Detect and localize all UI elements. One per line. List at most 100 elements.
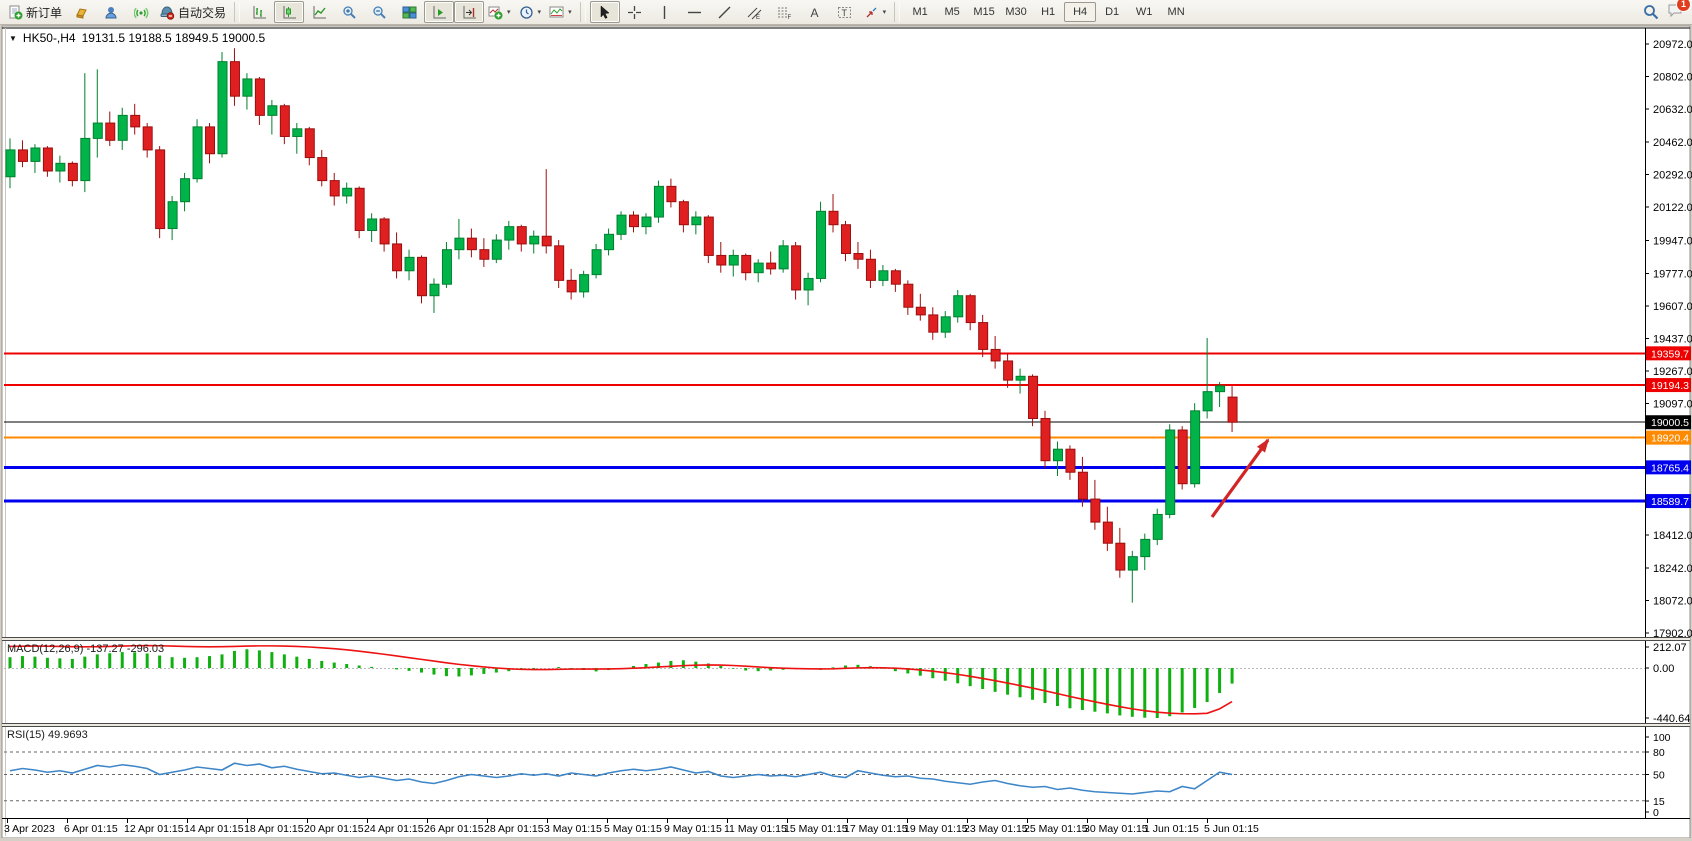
- dropdown-arrow-icon[interactable]: ▾: [568, 9, 572, 16]
- rsi-pane[interactable]: 100 80 50 150: [4, 732, 1671, 819]
- macd-pane[interactable]: 212.07 0.00 -440.64: [4, 642, 1690, 725]
- timeframe-button-m15[interactable]: M15: [973, 6, 995, 18]
- price-tick-label: 20972.0: [1653, 39, 1692, 51]
- signals-button[interactable]: [126, 1, 156, 23]
- candle-body: [367, 218, 378, 231]
- rsi-line: [9, 762, 1233, 795]
- chart-symbol-period: HK50-,H4: [22, 31, 76, 45]
- zoom-in-button[interactable]: [334, 1, 364, 23]
- indicators-button[interactable]: ▾: [484, 1, 515, 23]
- channel-icon: E: [747, 5, 762, 20]
- gold-icon: [74, 5, 89, 20]
- candle-body: [1227, 396, 1238, 423]
- periods-button[interactable]: ▾: [515, 1, 546, 23]
- cursor-icon: [597, 4, 612, 20]
- candle-body: [629, 214, 639, 228]
- chart-ohlc-readout: 19131.5 19188.5 18949.5 19000.5: [81, 31, 266, 45]
- price-axis[interactable]: 20972.0 20802.0 20632.0 20462.0 20292.0 20122…: [1645, 28, 1692, 818]
- timeframe-button-m5[interactable]: M5: [944, 6, 960, 18]
- templates-button[interactable]: ▾: [545, 1, 576, 23]
- horizontal-level-lines[interactable]: [4, 352, 1645, 503]
- zoom-out-button[interactable]: [364, 1, 394, 23]
- time-tick-label: 12 Apr 01:15: [124, 823, 184, 835]
- dropdown-arrow-icon[interactable]: ▾: [537, 9, 542, 16]
- trendline-button[interactable]: [710, 1, 740, 23]
- price-label-value: 19359.7: [1651, 348, 1689, 360]
- time-tick-label: 28 Apr 01:15: [484, 823, 544, 835]
- candle-body: [840, 224, 851, 255]
- price-tick-label: 20632.0: [1653, 104, 1692, 116]
- text-label-button[interactable]: T: [830, 1, 860, 23]
- cursor-button[interactable]: [589, 1, 620, 23]
- timeframe-button-w1[interactable]: W1: [1135, 6, 1153, 18]
- candle-body: [566, 279, 577, 293]
- price-tick-label: 20292.0: [1653, 169, 1692, 181]
- candle-body: [1202, 391, 1213, 412]
- trend-arrow-annotation[interactable]: [1210, 438, 1270, 518]
- candle-body: [728, 254, 739, 266]
- macd-scale-label: 0.00: [1653, 663, 1674, 675]
- tile-windows-button[interactable]: [394, 1, 424, 23]
- timeframe-button-h4[interactable]: H4: [1064, 2, 1097, 22]
- dropdown-arrow-icon[interactable]: ▾: [882, 9, 887, 16]
- candlestick-icon: [282, 5, 297, 20]
- candle-body: [978, 322, 989, 350]
- timeframe-button-d1[interactable]: D1: [1105, 6, 1120, 18]
- timeframe-button-m1[interactable]: M1: [912, 6, 928, 18]
- arrows-button[interactable]: ▾: [860, 1, 891, 23]
- candlestick-series: [5, 48, 1238, 603]
- candle-body: [441, 249, 452, 285]
- timeframe-button-mn[interactable]: MN: [1167, 6, 1185, 18]
- autotrading-button[interactable]: 自动交易: [156, 1, 230, 23]
- price-tick-label: 19097.0: [1653, 399, 1692, 411]
- price-label-box: [1646, 460, 1691, 475]
- price-tick-label: 19267.0: [1653, 366, 1692, 378]
- gold-button[interactable]: [66, 1, 96, 23]
- time-tick-label: 15 May 01:15: [784, 823, 848, 835]
- search-icon[interactable]: [1643, 4, 1659, 20]
- toolbar-separator: [579, 2, 586, 22]
- candle-body: [579, 274, 590, 293]
- candle-body: [342, 187, 353, 197]
- time-axis[interactable]: 3 Apr 2023 6 Apr 01:15 12 Apr 01:15 14 Apr …: [2, 818, 1690, 835]
- channel-button[interactable]: E: [740, 1, 770, 23]
- line-chart-button[interactable]: [304, 1, 334, 23]
- candle-body: [878, 270, 889, 281]
- profile-icon: [104, 5, 119, 20]
- rsi-indicator-label: RSI(15) 49.9693: [7, 729, 88, 741]
- profile-button[interactable]: [96, 1, 126, 23]
- candle-body: [479, 249, 490, 260]
- price-tick-label: 20802.0: [1653, 72, 1692, 84]
- candle-body: [1065, 448, 1076, 473]
- bar-chart-icon: [252, 5, 267, 20]
- rsi-scale-label: 0: [1653, 807, 1659, 819]
- candle-body: [604, 233, 615, 251]
- bar-chart-button[interactable]: [244, 1, 274, 23]
- fibonacci-button[interactable]: F: [770, 1, 800, 23]
- zoom-out-icon: [372, 5, 387, 20]
- candle-body: [1215, 385, 1226, 393]
- text-button[interactable]: A: [800, 1, 830, 23]
- timeframe-button-h1[interactable]: H1: [1041, 6, 1056, 18]
- autotrading-icon: [160, 5, 175, 20]
- notifications-button[interactable]: 1: [1667, 0, 1691, 23]
- chart-shift-button[interactable]: [454, 1, 485, 23]
- horizontal-line-button[interactable]: [680, 1, 710, 23]
- vertical-line-button[interactable]: [650, 1, 680, 23]
- candle-body: [928, 314, 939, 333]
- auto-scroll-button[interactable]: [424, 1, 455, 23]
- time-tick-label: 17 May 01:15: [844, 823, 908, 835]
- timeframe-button-m30[interactable]: M30: [1005, 6, 1027, 18]
- dropdown-arrow-icon[interactable]: ▾: [507, 9, 511, 16]
- candlestick-button[interactable]: [274, 1, 305, 23]
- candle-body: [304, 128, 315, 159]
- crosshair-button[interactable]: [620, 1, 650, 23]
- macd-indicator-label: MACD(12,26,9) -137.27 -296.03: [7, 643, 165, 655]
- main-price-pane[interactable]: [4, 48, 1645, 603]
- candle-body: [130, 114, 141, 128]
- one-click-trading-expander[interactable]: ▼: [9, 33, 17, 43]
- new-order-button[interactable]: 新订单: [4, 1, 66, 23]
- candle-body: [192, 126, 203, 180]
- time-tick-label: 5 May 01:15: [604, 823, 662, 835]
